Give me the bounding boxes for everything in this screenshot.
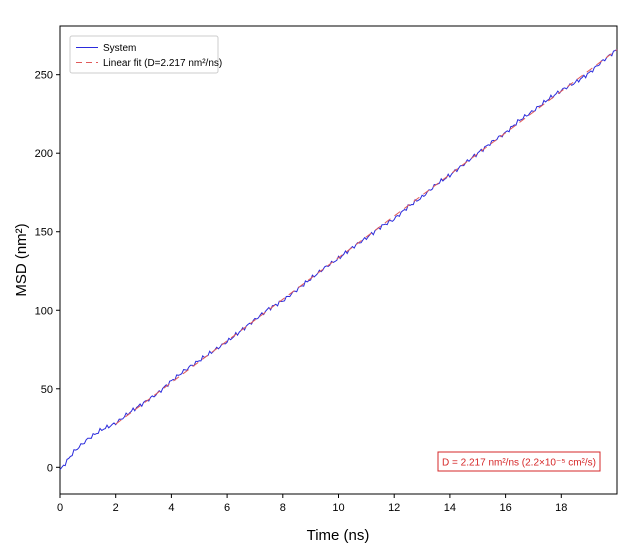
x-tick-label: 18 (555, 502, 567, 514)
y-tick-label: 250 (35, 70, 53, 82)
x-tick-label: 12 (388, 502, 400, 514)
y-tick-label: 100 (35, 305, 53, 317)
x-tick-label: 6 (224, 502, 230, 514)
system-msd-line (59, 49, 618, 471)
legend: System Linear fit (D=2.217 nm²/ns) (69, 35, 222, 74)
x-axis-ticks: 0 2 4 6 8 10 12 14 16 18 (57, 494, 567, 514)
y-axis-ticks: 0 50 100 150 200 250 (35, 70, 60, 474)
annotation-text: D = 2.217 nm²/ns (2.2×10⁻⁵ cm²/s) (442, 458, 596, 469)
y-tick-label: 200 (35, 148, 53, 160)
legend-system-label: System (103, 43, 136, 54)
x-tick-label: 10 (332, 502, 344, 514)
x-tick-label: 0 (57, 502, 63, 514)
y-tick-label: 150 (35, 227, 53, 239)
x-tick-label: 16 (499, 502, 511, 514)
legend-fit-label: Linear fit (D=2.217 nm²/ns) (103, 58, 222, 69)
y-tick-label: 0 (47, 462, 53, 474)
annotation-box (437, 451, 601, 472)
x-tick-label: 2 (113, 502, 119, 514)
x-tick-label: 8 (280, 502, 286, 514)
y-tick-label: 50 (41, 384, 53, 396)
diffusion-annotation: D = 2.217 nm²/ns (2.2×10⁻⁵ cm²/s) (437, 451, 601, 472)
x-tick-label: 4 (168, 502, 174, 514)
x-tick-label: 14 (444, 502, 456, 514)
y-axis-label: MSD (nm²) (13, 223, 30, 296)
x-axis-label: Time (ns) (307, 527, 370, 543)
legend-box (69, 35, 219, 74)
series-layer (59, 49, 618, 471)
plot-frame (59, 25, 618, 495)
linear-fit-line (115, 49, 618, 425)
